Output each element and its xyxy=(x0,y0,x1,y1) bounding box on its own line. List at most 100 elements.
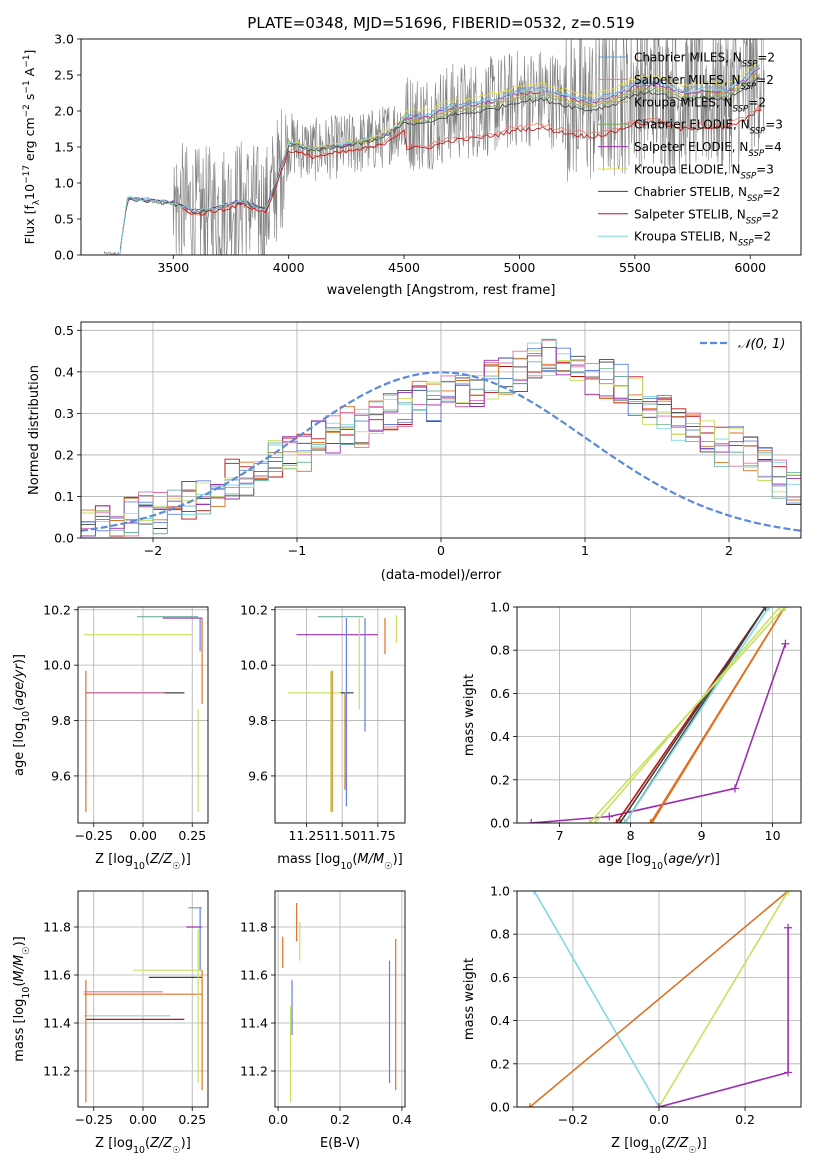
legend-text: Kroupa MILES, N xyxy=(634,95,733,109)
y-axis-label-part: λ xyxy=(32,199,42,205)
legend-entry: Salpeter ELODIE, NSSP=4 xyxy=(634,140,782,159)
plot-area xyxy=(527,607,790,823)
y-axis-label: mass weight xyxy=(462,674,477,756)
y-tick-label: 2.5 xyxy=(54,68,74,83)
weight-marker xyxy=(765,607,774,611)
legend-text: =2 xyxy=(761,207,779,221)
legend-entry: Chabrier STELIB, NSSP=2 xyxy=(634,185,780,204)
model-line-6 xyxy=(286,58,761,149)
x-axis-label-part: Z/Z xyxy=(149,852,173,867)
y-axis-label-part: −2 xyxy=(22,104,32,117)
plot-area xyxy=(83,616,203,812)
y-tick-label: 0.6 xyxy=(490,686,510,701)
x-axis-label-part: 10 xyxy=(133,861,145,872)
weight-line-1 xyxy=(531,643,787,823)
plot-area xyxy=(525,891,793,1107)
x-axis-label-part: )] xyxy=(697,1136,707,1151)
x-tick-label: 1 xyxy=(581,543,589,558)
weight-line-1 xyxy=(533,891,660,1107)
y-axis-label-part: −17 xyxy=(22,165,32,184)
y-axis-label-part: ( xyxy=(12,706,27,711)
x-tick-label: 11.75 xyxy=(360,828,396,843)
x-axis-label: E(B-V) xyxy=(320,1136,360,1151)
y-tick-label: 9.6 xyxy=(248,768,268,783)
axes-frame xyxy=(274,890,406,1108)
legend-sub: SSP xyxy=(741,82,757,92)
y-tick-label: 11.2 xyxy=(43,1064,71,1079)
x-tick-label: 0.00 xyxy=(129,1112,157,1127)
x-axis-label-part: ☉ xyxy=(384,861,392,872)
y-axis-label-part: −1 xyxy=(22,55,32,68)
x-axis-label-part: Z [log xyxy=(95,852,133,867)
histogram-step-6 xyxy=(81,347,801,538)
weight-marker xyxy=(612,819,621,823)
y-axis-label-part: s xyxy=(22,94,37,105)
weight-line-3 xyxy=(651,607,786,823)
x-axis-label-part: 10 xyxy=(649,1145,661,1156)
x-tick-label: 11.50 xyxy=(324,828,360,843)
plot-area xyxy=(287,615,398,812)
x-tick-label: 0.00 xyxy=(129,828,157,843)
y-axis-label-part: age [log xyxy=(12,723,27,776)
x-tick-label: 0 xyxy=(437,543,445,558)
x-tick-label: 8 xyxy=(627,828,635,843)
y-axis-label-part: age/yr xyxy=(12,662,27,705)
weight-line-4 xyxy=(658,927,789,1107)
x-axis-label: wavelength [Angstrom, rest frame] xyxy=(327,283,556,298)
y-tick-label: 0.4 xyxy=(54,364,74,379)
model-line-8 xyxy=(182,109,762,216)
axes-frame xyxy=(516,890,802,1108)
y-tick-label: 0.4 xyxy=(490,729,510,744)
legend-text: Chabrier ELODIE, N xyxy=(634,118,750,132)
y-axis-label-part: Flux [f xyxy=(22,205,37,245)
y-tick-label: 0.6 xyxy=(490,970,510,985)
x-axis-label-part: ☉ xyxy=(688,1145,696,1156)
y-tick-label: 1.0 xyxy=(54,176,74,191)
legend-sub: SSP xyxy=(746,216,762,226)
axes-frame xyxy=(516,606,802,824)
weight-marker xyxy=(775,607,784,611)
plot-area xyxy=(83,907,203,1103)
y-tick-label: 0.8 xyxy=(490,643,510,658)
panel-age_vs_z: −0.25 0.00 0.259.69.810.010.2Z [log10(Z/Z☉… xyxy=(12,602,209,872)
y-tick-label: 10.0 xyxy=(43,658,71,673)
y-axis-label-part: )] xyxy=(12,936,27,946)
legend-entry: Kroupa MILES, NSSP=2 xyxy=(634,95,766,114)
y-axis-label: Flux [fλ10−17 erg cm−2 s−1 A−1] xyxy=(22,50,42,245)
y-tick-label: 0.0 xyxy=(54,248,74,263)
y-tick-label: 0.3 xyxy=(54,406,74,421)
normal-curve-line xyxy=(81,371,801,532)
weight-marker xyxy=(730,784,739,793)
legend-text: Kroupa ELODIE, N xyxy=(634,163,741,177)
weight-line-9 xyxy=(594,607,781,823)
x-axis-label-part: )] xyxy=(181,852,191,867)
y-tick-label: 0.0 xyxy=(490,816,510,831)
y-tick-label: 11.2 xyxy=(240,1064,268,1079)
weight-marker xyxy=(781,639,790,648)
x-axis-label-part: ☉ xyxy=(172,861,180,872)
x-axis-label-part: mass [log xyxy=(277,852,340,867)
y-tick-label: 0.2 xyxy=(490,772,510,787)
panel-mass_vs_ebv: 0.0 0.2 0.4 11.2 11.4 11.6 11.8 E(B-V) xyxy=(240,890,412,1151)
legend-entry: Salpeter STELIB, NSSP=2 xyxy=(634,207,779,226)
weight-line-2 xyxy=(529,891,789,1107)
weight-marker xyxy=(585,819,594,823)
weight-marker xyxy=(605,812,614,821)
x-tick-label: 0.25 xyxy=(178,1112,206,1127)
x-axis-label-part: )] xyxy=(710,852,720,867)
legend-text: Salpeter MILES, N xyxy=(634,73,741,87)
weight-marker xyxy=(647,819,656,823)
weight-marker xyxy=(761,607,770,611)
weight-marker xyxy=(530,891,539,895)
x-axis-label-part: age [log xyxy=(598,852,651,867)
legend-sub: SSP xyxy=(750,127,766,137)
x-tick-label: −2 xyxy=(144,543,162,558)
y-axis-label-part: mass [log xyxy=(12,999,27,1062)
x-axis-label: Z [log10(Z/Z☉)] xyxy=(95,852,191,872)
model-line-9 xyxy=(119,64,761,253)
y-tick-label: 9.8 xyxy=(51,713,71,728)
model-line-5 xyxy=(119,67,761,254)
panel-spectrum: 3500 4000 4500 5000 5500 6000 0.0 0.5 1.0 1.5 2.0 2… xyxy=(22,32,802,298)
y-tick-label: 0.2 xyxy=(490,1056,510,1071)
y-tick-label: 0.8 xyxy=(490,927,510,942)
